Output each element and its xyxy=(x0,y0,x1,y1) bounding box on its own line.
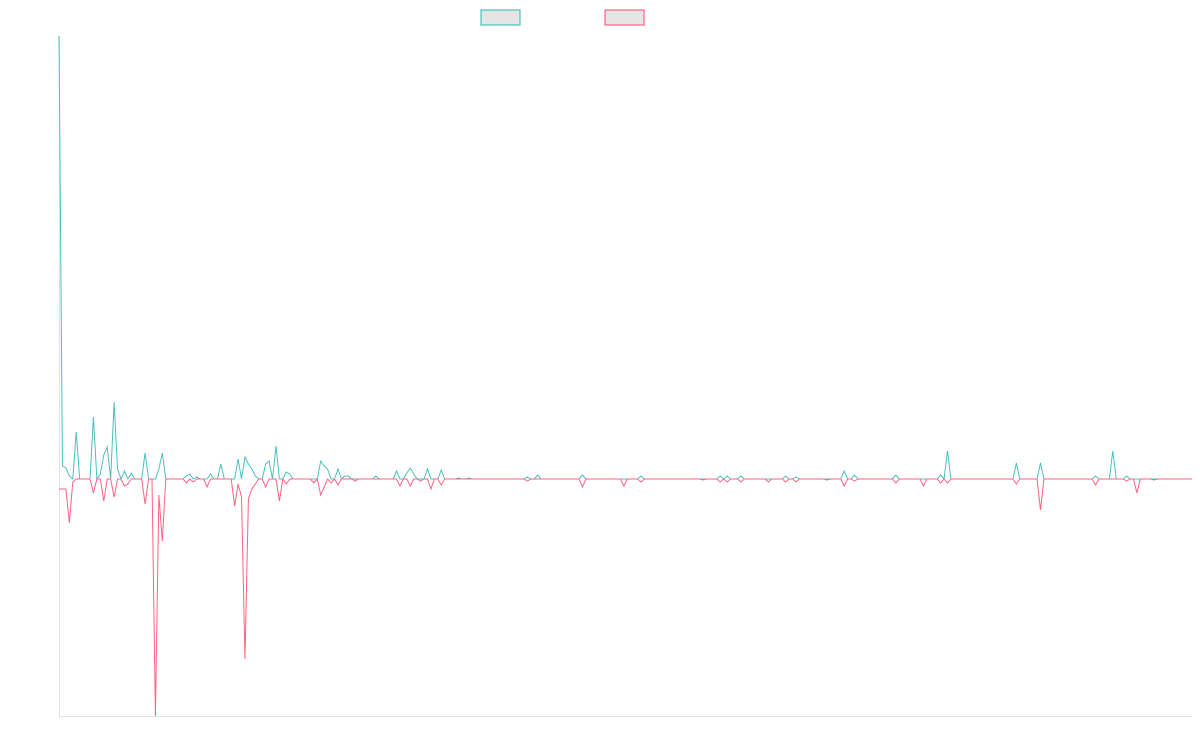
series-1-line xyxy=(58,35,1192,481)
legend xyxy=(480,9,645,26)
series-2-line xyxy=(59,477,1192,717)
series-layer xyxy=(58,35,1192,717)
legend-swatch-series-1[interactable] xyxy=(480,9,521,26)
legend-swatch-series-2[interactable] xyxy=(604,9,645,26)
